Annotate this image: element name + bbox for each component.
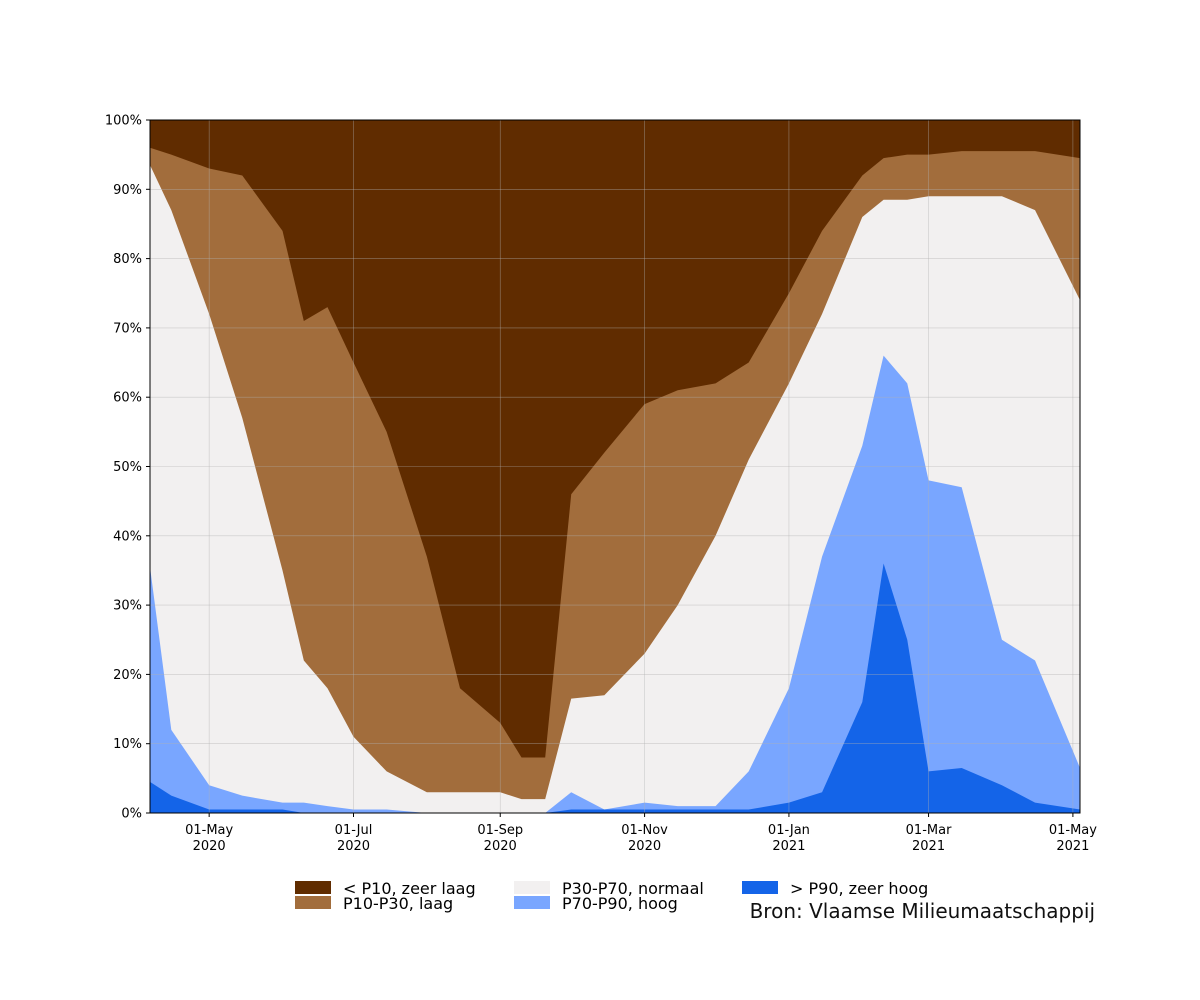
x-tick-label: 01-Jan [768, 823, 810, 838]
y-tick-label: 50% [113, 460, 142, 475]
x-tick-year-label: 2020 [628, 839, 661, 854]
legend-swatch [514, 896, 550, 909]
legend-label: P10-P30, laag [343, 894, 453, 913]
x-tick-year-label: 2021 [1056, 839, 1089, 854]
x-tick-label: 01-Mar [906, 823, 952, 838]
area-series-0 [150, 563, 1080, 813]
legend-swatch [742, 881, 778, 894]
y-tick-label: 70% [113, 321, 142, 336]
legend-swatch [295, 896, 331, 909]
legend-label: P30-P70, normaal [562, 879, 704, 898]
y-tick-label: 0% [121, 807, 142, 822]
x-tick-year-label: 2020 [337, 839, 370, 854]
legend-swatch [514, 881, 550, 894]
source-credit: Bron: Vlaamse Milieumaatschappij [750, 899, 1095, 923]
y-tick-label: 80% [113, 252, 142, 267]
y-tick-label: 30% [113, 599, 142, 614]
x-tick-year-label: 2020 [193, 839, 226, 854]
y-tick-label: 100% [105, 114, 142, 129]
legend-label: P70-P90, hoog [562, 894, 678, 913]
area-series-1 [150, 355, 1080, 813]
x-tick-year-label: 2021 [772, 839, 805, 854]
y-tick-label: 40% [113, 529, 142, 544]
x-tick-label: 01-May [1049, 823, 1097, 838]
x-tick-label: 01-Sep [477, 823, 523, 838]
y-axis: 0% 10% 20% 30% 40% 50% 60% 70% 80% 90% 100% [105, 114, 150, 822]
legend-swatch [295, 881, 331, 894]
y-tick-label: 10% [113, 737, 142, 752]
x-tick-label: 01-May [185, 823, 233, 838]
x-tick-label: 01-Nov [621, 823, 668, 838]
y-tick-label: 20% [113, 668, 142, 683]
x-axis: 01-May202001-Jul202001-Sep202001-Nov2020… [185, 813, 1097, 854]
x-tick-label: 01-Jul [335, 823, 373, 838]
y-tick-label: 60% [113, 391, 142, 406]
x-tick-year-label: 2020 [484, 839, 517, 854]
y-tick-label: 90% [113, 183, 142, 198]
legend-label: < P10, zeer laag [343, 879, 476, 898]
x-tick-year-label: 2021 [912, 839, 945, 854]
legend-label: > P90, zeer hoog [790, 879, 928, 898]
